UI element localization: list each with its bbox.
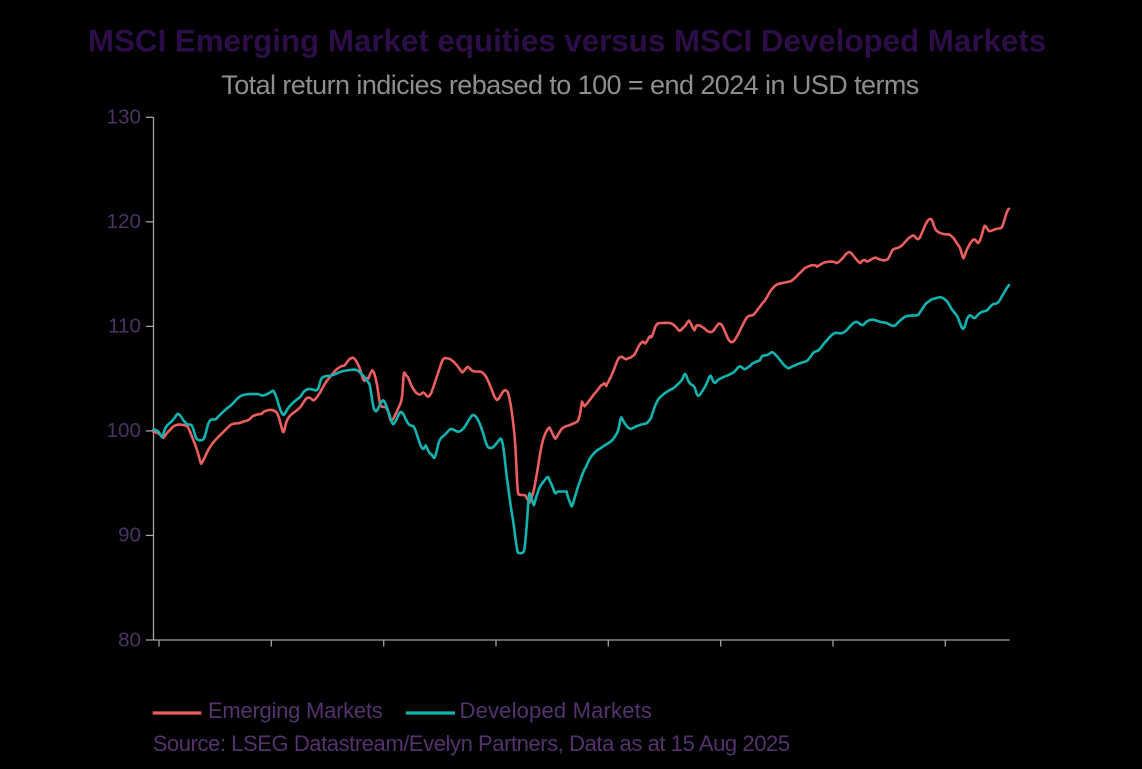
svg-text:Source: LSEG Datastream/Evelyn: Source: LSEG Datastream/Evelyn Partners,… bbox=[153, 731, 790, 756]
svg-text:130: 130 bbox=[106, 106, 141, 129]
svg-text:90: 90 bbox=[118, 524, 141, 547]
svg-text:MSCI Emerging Market equities: MSCI Emerging Market equities versus MSC… bbox=[88, 24, 1046, 59]
svg-text:Emerging Markets: Emerging Markets bbox=[208, 698, 383, 723]
svg-text:Developed Markets: Developed Markets bbox=[460, 698, 653, 723]
svg-text:Total return indicies rebased: Total return indicies rebased to 100 = e… bbox=[221, 70, 919, 100]
svg-text:80: 80 bbox=[118, 628, 141, 651]
svg-text:110: 110 bbox=[108, 315, 141, 338]
svg-text:100: 100 bbox=[106, 419, 141, 442]
svg-text:120: 120 bbox=[106, 210, 141, 233]
